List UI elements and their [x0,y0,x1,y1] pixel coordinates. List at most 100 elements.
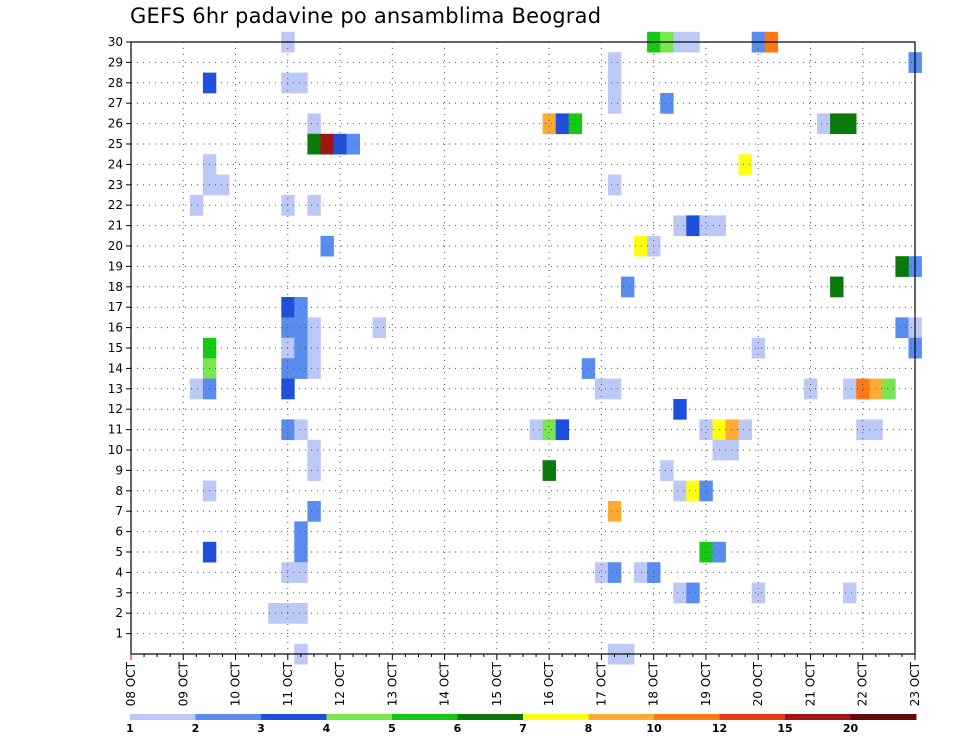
precip-cell [607,52,622,73]
precip-cell [307,358,321,379]
precip-cell [307,439,321,461]
y-tick-label: 21 [108,219,123,233]
colorbar-label: 4 [323,722,331,735]
x-tick-label: 15 OCT [490,661,504,706]
colorbar-swatch [719,714,786,720]
precip-cell [621,276,635,298]
precip-cell [725,439,739,461]
precip-cell [594,378,609,400]
y-tick-label: 17 [108,300,123,314]
precip-cell [294,419,308,441]
precip-cell [307,501,321,522]
precip-cell [268,603,282,624]
precip-cell [320,133,334,155]
precip-cell [581,358,596,379]
precip-cell [673,582,687,604]
colorbar-label: 2 [192,722,200,735]
x-tick-label: 09 OCT [176,661,190,706]
y-tick-label: 8 [115,484,123,498]
y-tick-label: 4 [115,565,123,579]
y-tick-label: 25 [108,137,123,151]
y-tick-label: 6 [115,525,123,539]
precip-cell [294,317,308,339]
x-tick-label: 19 OCT [699,661,713,706]
colorbar-swatch [850,714,917,720]
precip-cell [673,399,687,420]
colorbar: 1 2 3 4 5 6 7 8 10 12 15 20 [126,714,917,735]
precip-cell [699,480,713,502]
precip-cell [634,562,648,583]
y-tick-label: 11 [108,423,123,437]
x-tick-label: 13 OCT [385,661,399,706]
colorbar-label: 3 [257,722,265,735]
precip-cell [660,460,674,481]
x-tick-label: 14 OCT [438,661,452,706]
precip-cell [294,358,308,379]
colorbar-label: 1 [126,722,134,735]
colorbar-swatch [195,714,262,720]
precip-cell [294,297,308,318]
colorbar-label: 12 [712,722,727,735]
precip-cell [529,419,543,441]
x-tick-label: 10 OCT [229,661,243,706]
y-tick-label: 10 [108,443,123,457]
colorbar-swatch [130,714,196,720]
precip-cell [843,378,857,400]
y-tick-label: 24 [108,157,123,171]
precip-cell [882,378,896,400]
x-tick-label: 08 OCT [124,661,138,706]
precip-cell [542,113,556,135]
colorbar-swatch [392,714,458,720]
precip-cell [294,337,308,359]
precip-cell [607,93,622,114]
grid-lines [130,41,916,654]
x-tick-label: 22 OCT [856,661,870,706]
precip-cell [830,276,844,298]
y-tick-label: 26 [108,117,123,131]
y-tick-label: 3 [115,586,123,600]
y-tick-label: 2 [115,606,123,620]
x-tick-label: 18 OCT [647,661,661,706]
precip-cell [607,378,622,400]
precip-cell [660,93,674,114]
precip-cell [856,378,870,400]
precip-cell [294,562,308,583]
x-tick-label: 16 OCT [542,661,556,706]
x-tick-label: 12 OCT [333,661,347,706]
x-tick-label: 20 OCT [751,661,765,706]
precip-cell [294,541,308,563]
y-tick-label: 14 [108,361,123,375]
precip-cell [307,195,321,216]
colorbar-swatch [785,714,851,720]
y-tick-label: 22 [108,198,123,212]
y-tick-label: 9 [115,463,123,477]
colorbar-label: 15 [777,722,792,735]
y-tick-label: 13 [108,382,123,396]
colorbar-label: 20 [843,722,859,735]
colorbar-swatch [654,714,720,720]
precip-cell [673,215,687,237]
precip-cell [686,480,700,502]
precip-cell [803,378,818,400]
precip-cell [751,582,766,604]
precip-cell [294,521,308,543]
precip-cell [189,378,204,400]
precip-cell [307,317,321,339]
y-axis: 1234567891011121314151617181920212223242… [108,35,131,641]
precip-cell [307,460,321,481]
precip-cell [372,317,387,339]
precip-cell [686,215,700,237]
y-tick-label: 27 [108,96,123,110]
precip-cell [607,72,622,94]
colorbar-label: 5 [388,722,396,735]
precip-cell [817,113,831,135]
precip-cell [830,113,844,135]
precip-cell [307,337,321,359]
y-tick-label: 7 [115,504,123,518]
y-tick-label: 28 [108,76,123,90]
precip-cell [634,235,648,257]
x-tick-label: 21 OCT [803,661,817,706]
precip-cell [843,582,857,604]
colorbar-label: 6 [454,722,462,735]
